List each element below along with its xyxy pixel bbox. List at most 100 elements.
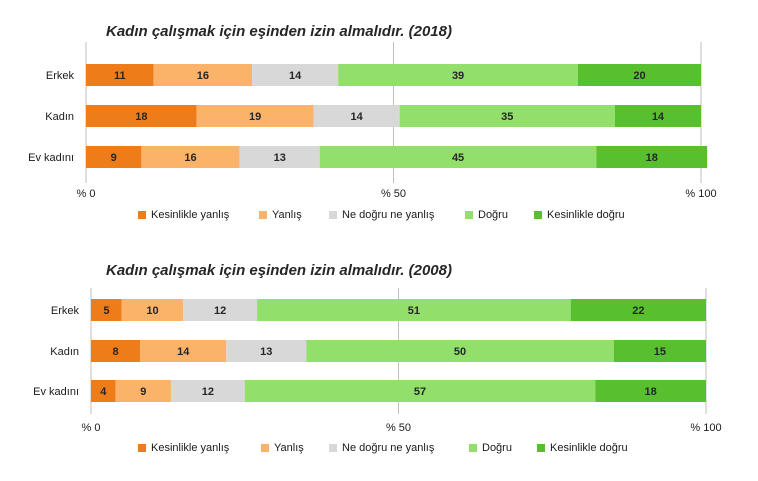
legend-swatch <box>138 211 146 219</box>
legend-label: Kesinlikle doğru <box>550 442 628 454</box>
bar-segment <box>170 380 245 402</box>
legend-item: Kesinlikle doğru <box>537 442 628 454</box>
bar-segment <box>153 64 253 86</box>
data-label: 16 <box>197 70 209 82</box>
bar-segment <box>257 299 571 321</box>
data-label: 50 <box>454 346 466 358</box>
data-label: 12 <box>202 386 214 398</box>
bar-segment <box>239 146 320 168</box>
data-label: 51 <box>408 305 420 317</box>
legend-item: Kesinlikle yanlış <box>138 442 229 454</box>
legend-2018: Kesinlikle yanlış Yanlış Ne doğru ne yan… <box>0 209 758 225</box>
legend-label: Kesinlikle doğru <box>547 209 625 221</box>
legend-label: Kesinlikle yanlış <box>151 209 230 221</box>
data-label: 11 <box>114 70 126 82</box>
data-label: 18 <box>646 152 658 164</box>
legend-label: Doğru <box>482 442 512 454</box>
bar-segment <box>91 299 122 321</box>
legend-item: Kesinlikle yanlış <box>138 209 229 221</box>
bar-segment <box>595 380 706 402</box>
data-label: 10 <box>146 305 158 317</box>
category-label: Kadın <box>45 111 74 123</box>
category-label: Ev kadını <box>28 152 74 164</box>
legend-swatch <box>534 211 542 219</box>
tick-label: % 0 <box>82 422 101 434</box>
plot-area-2018: Erkek 11 16 14 39 20 Kadın 18 19 14 35 14 Ev kadını 9… <box>28 42 717 200</box>
data-label: 57 <box>414 386 426 398</box>
data-label: 14 <box>350 111 363 123</box>
category-label: Erkek <box>46 70 75 82</box>
legend-item: Yanlış <box>259 209 302 221</box>
bar-segment <box>141 146 240 168</box>
legend-label: Yanlış <box>274 442 304 454</box>
data-label: 12 <box>214 305 226 317</box>
data-label: 14 <box>289 70 302 82</box>
legend-swatch <box>329 211 337 219</box>
data-label: 35 <box>501 111 513 123</box>
bar-segment <box>399 105 615 127</box>
tick-label: % 50 <box>381 188 406 200</box>
bar-segment <box>140 340 227 362</box>
bar-segment <box>578 64 701 86</box>
category-label: Kadın <box>50 346 79 358</box>
bar-segment <box>183 299 258 321</box>
plot-area-2008: Erkek 5 10 12 51 22 Kadın 8 14 13 50 15 Ev kadını 4 9 1… <box>33 288 722 434</box>
data-label: 9 <box>111 152 117 164</box>
bar-segment <box>121 299 184 321</box>
bar-segment <box>196 105 314 127</box>
legend-label: Ne doğru ne yanlış <box>342 209 435 221</box>
bar-segment <box>86 146 142 168</box>
legend-swatch <box>465 211 473 219</box>
bar-segment <box>252 64 339 86</box>
bar-segment <box>306 340 614 362</box>
data-label: 18 <box>135 111 147 123</box>
bar-segment <box>338 64 578 86</box>
bar-segment <box>91 380 116 402</box>
bar-segment <box>613 340 706 362</box>
legend-swatch <box>259 211 267 219</box>
bar-segment <box>86 105 197 127</box>
legend-item: Ne doğru ne yanlış <box>329 442 434 454</box>
bar-segment <box>115 380 171 402</box>
legend-swatch <box>138 444 146 452</box>
legend-swatch <box>469 444 477 452</box>
bar-segment <box>596 146 708 168</box>
data-label: 16 <box>184 152 196 164</box>
legend-item: Doğru <box>465 209 508 221</box>
data-label: 14 <box>177 346 190 358</box>
bar-segment <box>86 64 154 86</box>
chart-2018: Kadın çalışmak için eşinden izin almalıd… <box>0 0 758 240</box>
bar-segment <box>313 105 400 127</box>
legend-label: Yanlış <box>272 209 302 221</box>
category-label: Erkek <box>51 305 80 317</box>
bar-segment <box>91 340 141 362</box>
chart-title: Kadın çalışmak için eşinden izin almalıd… <box>106 23 452 40</box>
legend-item: Kesinlikle doğru <box>534 209 625 221</box>
chart-title: Kadın çalışmak için eşinden izin almalıd… <box>106 262 452 279</box>
legend-item: Ne doğru ne yanlış <box>329 209 434 221</box>
data-label: 8 <box>113 346 119 358</box>
bar-segment <box>570 299 706 321</box>
legend-label: Doğru <box>478 209 508 221</box>
data-label: 4 <box>100 386 107 398</box>
legend-item: Yanlış <box>261 442 304 454</box>
legend-2008: Kesinlikle yanlış Yanlış Ne doğru ne yan… <box>0 442 758 458</box>
legend-label: Ne doğru ne yanlış <box>342 442 435 454</box>
bar-segment <box>614 105 701 127</box>
data-label: 20 <box>633 70 645 82</box>
legend-swatch <box>329 444 337 452</box>
tick-label: % 50 <box>386 422 411 434</box>
tick-label: % 100 <box>685 188 716 200</box>
data-label: 19 <box>249 111 261 123</box>
data-label: 18 <box>645 386 657 398</box>
category-label: Ev kadını <box>33 386 79 398</box>
legend-label: Kesinlikle yanlış <box>151 442 230 454</box>
data-label: 15 <box>654 346 666 358</box>
tick-label: % 0 <box>77 188 96 200</box>
data-label: 9 <box>140 386 146 398</box>
data-label: 5 <box>103 305 109 317</box>
bar-segment <box>226 340 307 362</box>
legend-swatch <box>261 444 269 452</box>
tick-label: % 100 <box>690 422 721 434</box>
